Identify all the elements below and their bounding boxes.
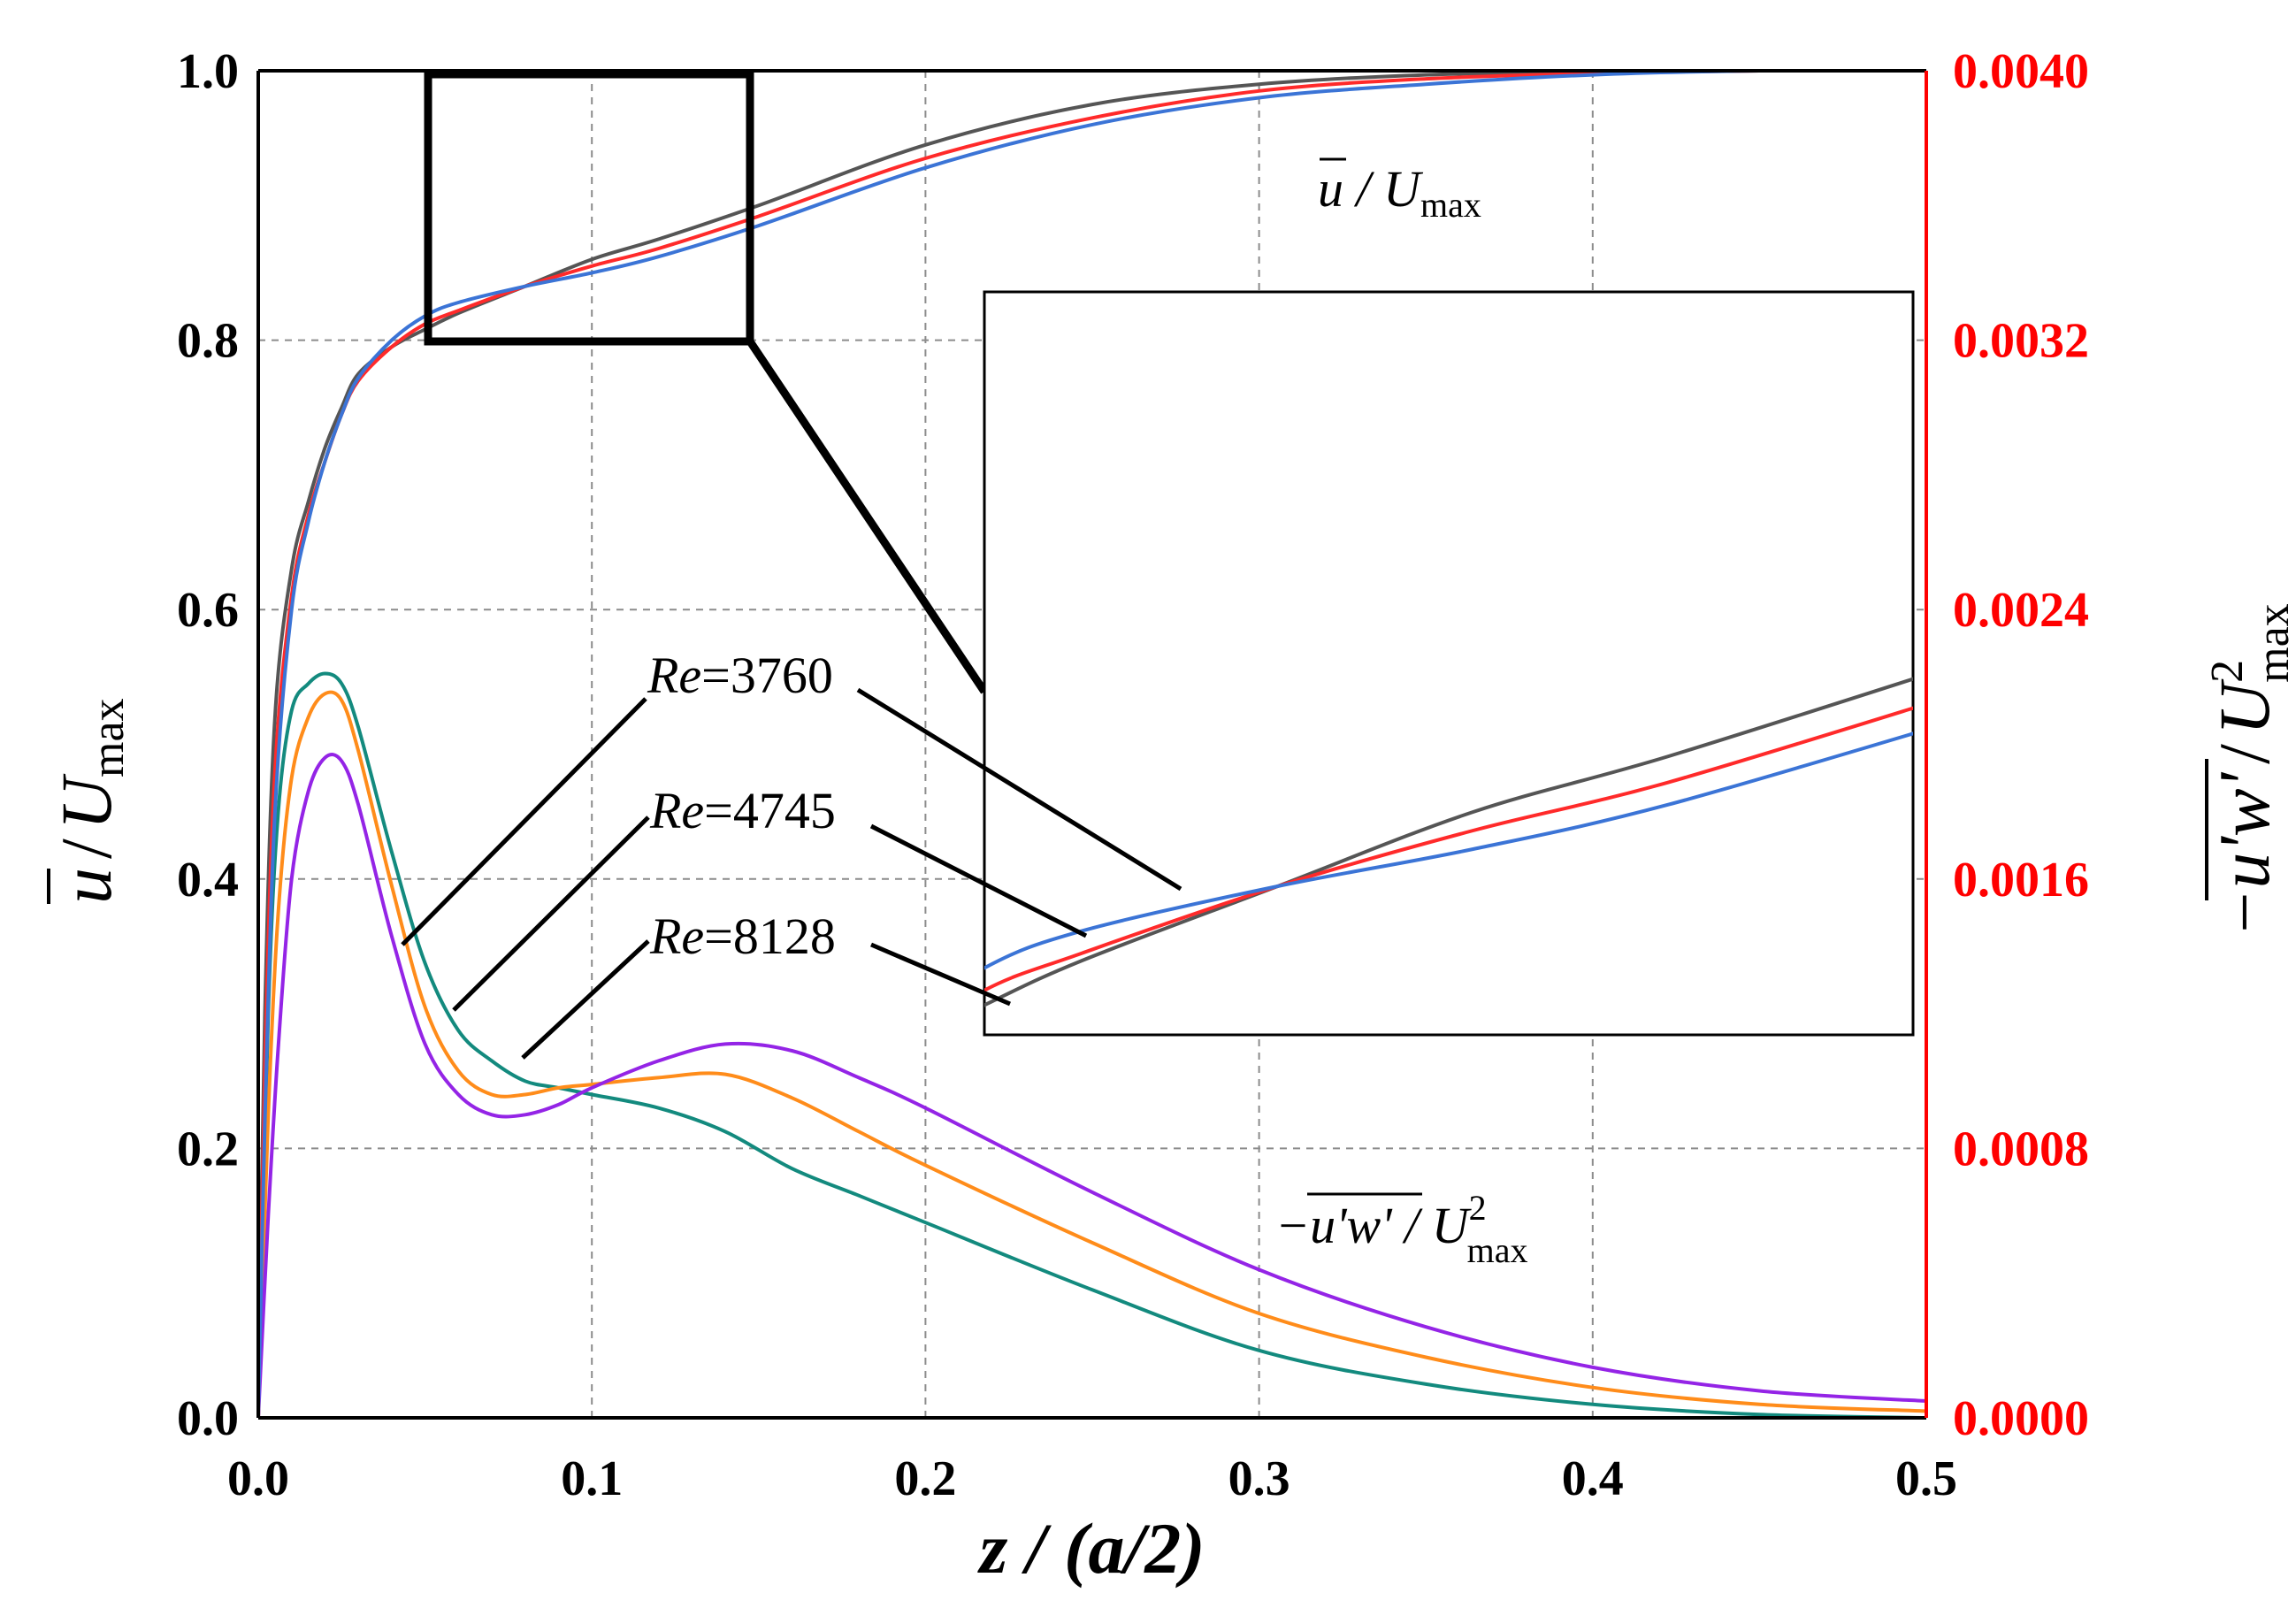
re-3760-re: Re — [647, 647, 701, 704]
stress-line-Re-4745 — [258, 690, 1926, 1418]
svg-text:Re=3760: Re=3760 — [647, 647, 833, 704]
inset-line-Re-8128 — [984, 731, 1913, 970]
y-right-title-sup: 2 — [2202, 660, 2253, 683]
y-right-title-main: −u'w' — [2204, 771, 2285, 938]
y-left-axis-title: u / Umax — [46, 698, 134, 904]
x-tick-3: 0.3 — [1228, 1451, 1290, 1506]
annotation-mean-velocity: u / Umax — [1318, 157, 1481, 225]
right-tick-labels: 0.0000 0.0008 0.0016 0.0024 0.0032 0.0040 — [1953, 44, 2089, 1446]
y-right-title-U: U — [2204, 678, 2285, 735]
inset-line-Re-4745 — [984, 706, 1913, 992]
x-tick-0: 0.0 — [227, 1451, 289, 1506]
y-right-tick-3: 0.0024 — [1953, 583, 2089, 638]
re-3760-leader-left — [401, 697, 647, 946]
y-left-title-sub: max — [83, 698, 134, 777]
y-right-title-slash: / — [2204, 744, 2285, 764]
svg-text:u/Umax: u / Umax — [46, 698, 134, 904]
x-tick-2: 0.2 — [894, 1451, 956, 1506]
re-4745-value: =4745 — [704, 782, 836, 839]
svg-text:−u'w' / U2max: −u'w' / U2 max — [1275, 1188, 1528, 1270]
inset-series-group — [984, 677, 1913, 1007]
annot-uw-sup: 2 — [1469, 1188, 1487, 1228]
re-8128-leader-left — [521, 939, 650, 1060]
re-3760-value: =3760 — [701, 647, 833, 704]
annot-uw-slash: / U — [1392, 1197, 1473, 1254]
annot-u: u — [1318, 160, 1343, 218]
y-right-tick-0: 0.0000 — [1953, 1391, 2089, 1446]
annotation-reynolds-stress: −u'w' / U2 max — [1275, 1188, 1528, 1270]
svg-text:−u'w'/U2max: −u'w' / U2max — [2202, 603, 2296, 938]
x-tick-4: 0.4 — [1562, 1451, 1624, 1506]
re-label-8128: Re=8128 — [521, 907, 1011, 1060]
re-4745-leader-left — [452, 815, 650, 1012]
velocity-series-group — [258, 71, 1926, 1418]
y-left-title-main: u — [46, 868, 126, 904]
re-4745-re: Re — [649, 782, 704, 839]
re-8128-leader-right — [870, 942, 1011, 1007]
y-left-tick-1: 0.2 — [177, 1122, 239, 1176]
svg-text:u / Umax: u / Umax — [1318, 160, 1481, 225]
y-left-tick-5: 1.0 — [177, 44, 239, 99]
re-4745-leader-right — [869, 823, 1088, 938]
x-tick-labels: 0.0 0.1 0.2 0.3 0.4 0.5 — [227, 1451, 1957, 1506]
svg-text:Re=8128: Re=8128 — [649, 907, 836, 965]
left-tick-labels: 0.0 0.2 0.4 0.6 0.8 1.0 — [177, 44, 239, 1446]
y-left-title-U: U — [46, 773, 126, 830]
stress-line-Re-8128 — [258, 753, 1926, 1418]
y-left-tick-2: 0.4 — [177, 853, 239, 907]
y-right-tick-5: 0.0040 — [1953, 44, 2089, 99]
x-tick-5: 0.5 — [1895, 1451, 1957, 1506]
inset-frame — [983, 290, 1915, 1037]
y-left-tick-4: 0.8 — [177, 314, 239, 369]
re-3760-leader-right — [856, 687, 1182, 892]
inset-line-Re-3760 — [984, 677, 1913, 1007]
y-left-tick-3: 0.6 — [177, 583, 239, 638]
re-label-3760: Re=3760 — [401, 647, 1182, 946]
annot-u-slash: / U — [1343, 160, 1424, 218]
y-right-tick-4: 0.0032 — [1953, 314, 2089, 369]
y-right-tick-2: 0.0016 — [1953, 853, 2089, 907]
stress-series-group — [258, 671, 1926, 1418]
magnify-connector — [746, 339, 988, 694]
re-8128-re: Re — [649, 907, 704, 965]
y-left-title-slash: / — [46, 838, 126, 859]
svg-text:Re=4745: Re=4745 — [649, 782, 836, 839]
annot-uw-sub: max — [1467, 1230, 1528, 1270]
y-right-tick-1: 0.0008 — [1953, 1122, 2089, 1176]
re-label-4745: Re=4745 — [452, 782, 1088, 1012]
annot-uw: −u'w' — [1275, 1197, 1393, 1254]
y-right-title-sub: max — [2248, 603, 2296, 683]
x-axis-title: z / (a/2) — [976, 1508, 1205, 1589]
y-right-axis-title: −u'w' / U2max — [2202, 603, 2296, 938]
magnify-box — [424, 70, 754, 346]
x-tick-1: 0.1 — [561, 1451, 623, 1506]
y-left-tick-0: 0.0 — [177, 1391, 239, 1446]
re-8128-value: =8128 — [704, 907, 836, 965]
velocity-line-Re-8128 — [258, 71, 1926, 1418]
annot-u-sub: max — [1420, 185, 1481, 225]
